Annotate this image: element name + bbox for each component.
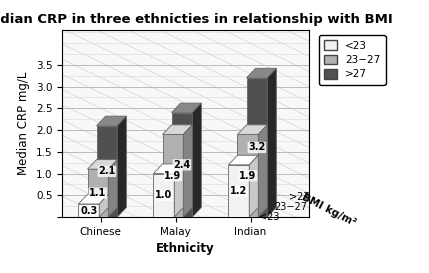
Polygon shape [62, 30, 309, 217]
Legend: <23, 23−27, >27: <23, 23−27, >27 [319, 35, 386, 85]
Text: >27: >27 [289, 192, 310, 203]
Polygon shape [238, 134, 258, 217]
Polygon shape [238, 125, 267, 134]
Polygon shape [117, 116, 127, 217]
Text: BMI kg/m²: BMI kg/m² [300, 192, 357, 229]
Text: 2.1: 2.1 [98, 166, 115, 176]
Polygon shape [154, 164, 183, 174]
Polygon shape [172, 113, 192, 217]
Title: Median CRP in three ethnicties in relationship with BMI: Median CRP in three ethnicties in relati… [0, 13, 393, 26]
Polygon shape [192, 103, 201, 217]
Polygon shape [88, 169, 108, 217]
Polygon shape [247, 68, 276, 78]
Polygon shape [229, 155, 258, 165]
Text: 1.0: 1.0 [155, 190, 172, 200]
Polygon shape [154, 174, 174, 217]
Polygon shape [183, 125, 192, 217]
Text: 1.2: 1.2 [230, 186, 248, 196]
Polygon shape [229, 165, 249, 217]
Polygon shape [108, 160, 117, 217]
Polygon shape [163, 134, 183, 217]
Text: <23: <23 [259, 212, 280, 222]
Polygon shape [163, 125, 192, 134]
Text: 3.2: 3.2 [248, 143, 266, 152]
Polygon shape [258, 125, 267, 217]
Polygon shape [97, 126, 117, 217]
Polygon shape [249, 155, 258, 217]
Polygon shape [174, 164, 183, 217]
Text: 1.9: 1.9 [164, 171, 181, 181]
Polygon shape [267, 68, 276, 217]
Polygon shape [99, 194, 108, 217]
Y-axis label: Median CRP mg/L: Median CRP mg/L [17, 72, 30, 175]
Text: 2.4: 2.4 [173, 160, 190, 170]
Polygon shape [247, 78, 267, 217]
Polygon shape [97, 116, 127, 126]
Text: 23−27: 23−27 [275, 203, 308, 212]
Polygon shape [79, 204, 99, 217]
Polygon shape [172, 103, 201, 113]
Polygon shape [88, 160, 117, 169]
Text: 0.3: 0.3 [80, 206, 97, 215]
Polygon shape [79, 194, 108, 204]
X-axis label: Ethnicity: Ethnicity [156, 242, 215, 255]
Text: 1.1: 1.1 [89, 188, 106, 198]
Text: 1.9: 1.9 [239, 171, 257, 181]
